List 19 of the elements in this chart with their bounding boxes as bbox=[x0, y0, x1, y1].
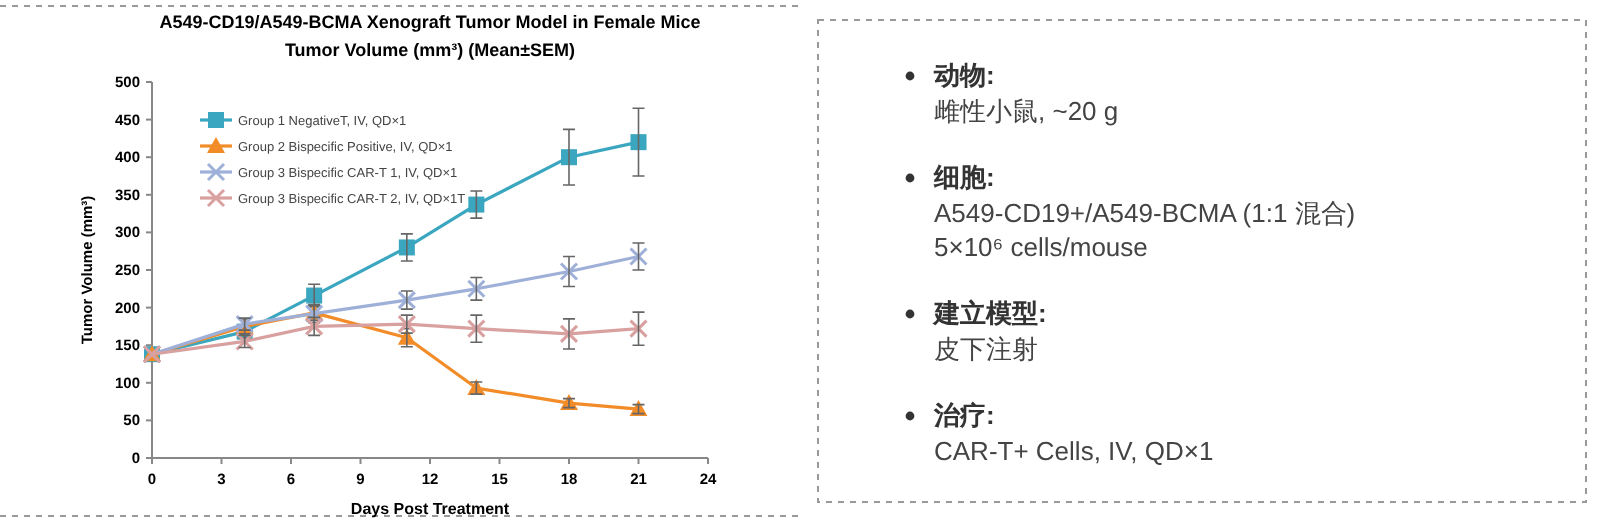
point bbox=[559, 262, 579, 281]
chart-subtitle: Tumor Volume (mm³) (Mean±SEM) bbox=[284, 40, 576, 60]
chart-title: A549-CD19/A549-BCMA Xenograft Tumor Model in Female Mice bbox=[159, 12, 701, 32]
point bbox=[468, 196, 485, 213]
point bbox=[629, 246, 648, 266]
point bbox=[630, 134, 647, 151]
x-axis-title: Days Post Treatment bbox=[350, 500, 510, 518]
text: 动物: bbox=[932, 60, 995, 90]
text: 5×10⁶ cells/mouse bbox=[934, 232, 1148, 262]
text: 雌性小鼠, ~20 g bbox=[934, 96, 1119, 126]
text: A549-CD19+/A549-BCMA (1:1 混合) bbox=[934, 198, 1356, 228]
text: 皮下注射 bbox=[934, 334, 1038, 364]
text: CAR-T+ Cells, IV, QD×1 bbox=[934, 436, 1214, 466]
point bbox=[466, 319, 486, 339]
point bbox=[629, 319, 648, 339]
text: 治疗: bbox=[932, 400, 995, 430]
text: 建立模型: bbox=[932, 298, 1047, 328]
text: 细胞: bbox=[932, 162, 995, 192]
point bbox=[559, 324, 579, 344]
